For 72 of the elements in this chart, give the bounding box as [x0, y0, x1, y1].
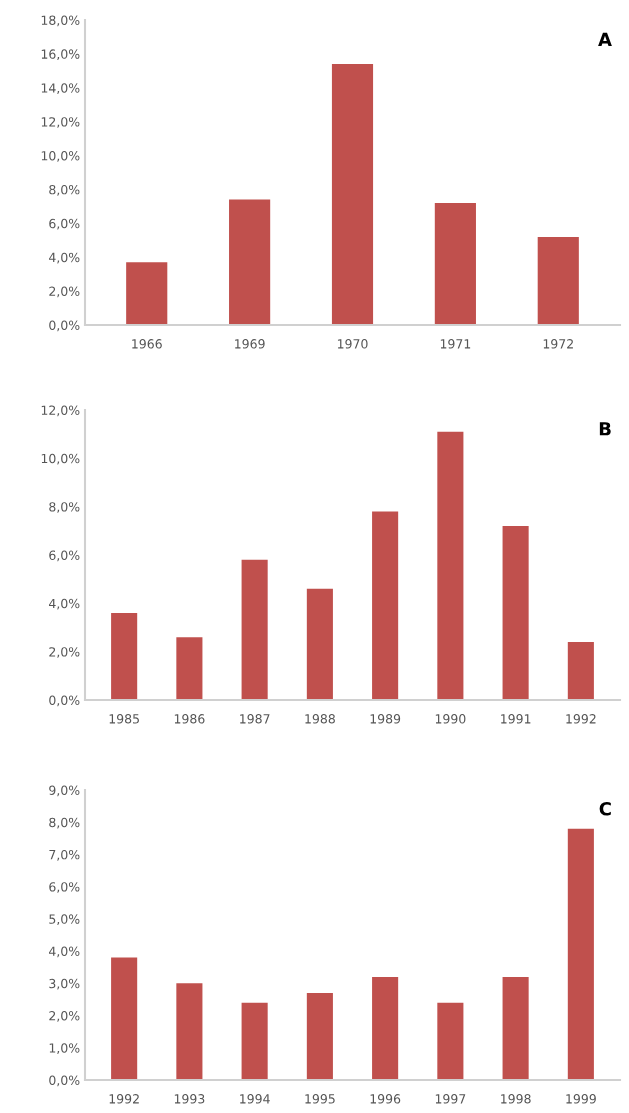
y-tick-label: 7,0% — [49, 849, 80, 861]
bar — [372, 511, 399, 700]
y-tick-label: 10,0% — [41, 453, 80, 465]
y-tick-label: 1,0% — [49, 1043, 80, 1054]
y-tick-label: 14,0% — [41, 83, 80, 94]
y-tick-label: 2,0% — [49, 647, 80, 658]
x-tick-label: 1991 — [501, 714, 531, 724]
y-tick-label: 6,0% — [49, 218, 80, 230]
y-tick-label: 9,0% — [49, 785, 80, 797]
x-tick-label: 1986 — [174, 714, 205, 724]
y-tick-label: 5,0% — [49, 914, 80, 926]
y-tick-label: 6,0% — [49, 882, 80, 893]
bar — [437, 1002, 464, 1080]
y-tick-label: 0,0% — [49, 1075, 80, 1087]
y-tick-label: 3,0% — [49, 978, 80, 990]
x-tick-label: 1988 — [305, 714, 335, 724]
x-tick-label: 1990 — [435, 714, 466, 724]
x-tick-label: 1985 — [109, 714, 139, 724]
y-tick-label: 8,0% — [49, 817, 80, 829]
bar — [241, 1002, 268, 1080]
y-tick-label: 0,0% — [49, 695, 80, 707]
annotation: C — [599, 801, 611, 816]
y-tick-label: 10,0% — [41, 151, 80, 162]
x-tick-label: 1992 — [109, 1094, 139, 1104]
bar — [502, 526, 529, 700]
y-tick-label: 12,0% — [41, 117, 80, 128]
x-tick-label: 1994 — [240, 1094, 270, 1104]
x-tick-label: 1995 — [305, 1094, 335, 1104]
bar — [567, 828, 594, 1080]
bar — [111, 957, 138, 1080]
y-tick-label: 12,0% — [41, 405, 80, 417]
bar — [502, 976, 529, 1080]
y-tick-label: 4,0% — [48, 252, 80, 264]
bar — [567, 642, 594, 700]
bar — [241, 559, 268, 700]
x-tick-label: 1969 — [235, 339, 265, 349]
bar — [372, 976, 399, 1080]
y-tick-label: 16,0% — [41, 49, 80, 61]
x-tick-label: 1970 — [337, 339, 368, 349]
x-tick-label: 1989 — [370, 714, 401, 724]
y-tick-label: 8,0% — [49, 502, 80, 513]
y-tick-label: 2,0% — [49, 286, 80, 298]
bar — [434, 203, 476, 325]
y-tick-label: 2,0% — [49, 1011, 80, 1022]
x-tick-label: 1997 — [435, 1094, 466, 1104]
bar — [111, 613, 138, 700]
annotation: B — [599, 422, 611, 436]
x-tick-label: 1971 — [440, 339, 471, 349]
y-tick-label: 4,0% — [48, 946, 80, 958]
x-tick-label: 1987 — [240, 714, 270, 724]
x-tick-label: 1999 — [566, 1094, 596, 1104]
annotation: A — [598, 32, 612, 46]
x-tick-label: 1998 — [501, 1094, 531, 1104]
y-tick-label: 0,0% — [49, 320, 80, 332]
bar — [331, 64, 374, 325]
bar — [437, 431, 464, 700]
bar — [126, 262, 168, 325]
y-tick-label: 8,0% — [49, 184, 80, 196]
x-tick-label: 1992 — [566, 714, 596, 724]
bar — [306, 588, 333, 700]
x-tick-label: 1972 — [543, 339, 573, 349]
y-tick-label: 6,0% — [49, 550, 80, 562]
bar — [176, 983, 203, 1080]
bar — [537, 236, 579, 325]
bar — [176, 637, 203, 700]
x-tick-label: 1996 — [370, 1094, 401, 1104]
bar — [229, 199, 271, 325]
y-tick-label: 18,0% — [41, 15, 80, 27]
y-tick-label: 4,0% — [48, 598, 80, 610]
x-tick-label: 1993 — [174, 1094, 205, 1104]
x-tick-label: 1966 — [132, 339, 162, 349]
bar — [306, 993, 333, 1080]
